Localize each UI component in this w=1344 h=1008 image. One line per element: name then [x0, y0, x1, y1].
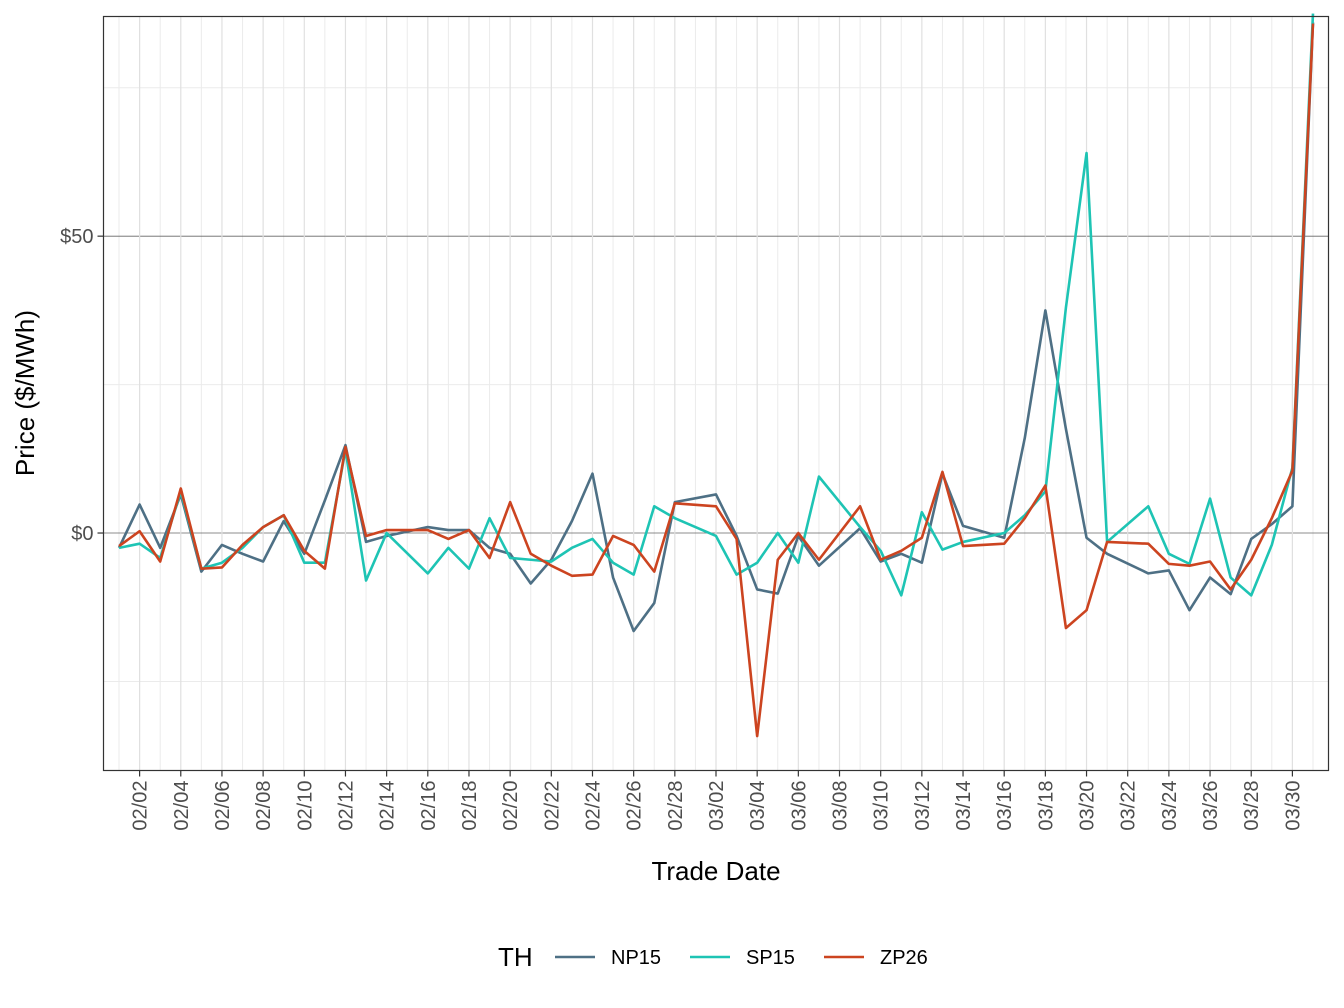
- x-tick-label: 02/18: [459, 781, 481, 831]
- x-tick-label: 03/20: [1077, 781, 1099, 831]
- x-tick-label: 03/06: [788, 781, 810, 831]
- x-tick-label: 03/16: [994, 781, 1016, 831]
- y-axis: $0 $50: [60, 226, 104, 545]
- x-tick-label: 03/04: [747, 781, 769, 831]
- x-tick-label: 02/22: [541, 781, 563, 831]
- x-axis: 02/02 02/04 02/06 02/08 02/10 02/12 02/14 02/16…: [130, 770, 1304, 831]
- series-line-sp15: [118, 13, 1315, 597]
- legend-label-zp26: ZP26: [880, 947, 928, 969]
- x-tick-label: 02/24: [582, 781, 604, 831]
- legend-label-np15: NP15: [611, 947, 661, 969]
- x-tick-label: 02/20: [500, 781, 522, 831]
- x-tick-label: 03/08: [830, 781, 852, 831]
- x-tick-label: 03/22: [1118, 781, 1140, 831]
- y-tick-label: $50: [60, 226, 93, 248]
- x-tick-label: 03/24: [1159, 781, 1181, 831]
- grid-major-x: [139, 16, 1293, 771]
- x-tick-label: 03/30: [1282, 781, 1304, 831]
- x-tick-label: 02/12: [335, 781, 357, 831]
- grid-minor-x: [118, 16, 1314, 771]
- x-tick-label: 02/08: [253, 781, 275, 831]
- x-tick-label: 03/12: [912, 781, 934, 831]
- x-tick-label: 02/26: [624, 781, 646, 831]
- y-axis-title: Price ($/MWh): [10, 310, 40, 476]
- x-tick-label: 03/26: [1200, 781, 1222, 831]
- legend-label-sp15: SP15: [746, 947, 795, 969]
- x-tick-label: 03/28: [1241, 781, 1263, 831]
- x-tick-label: 02/10: [294, 781, 316, 831]
- x-tick-label: 02/04: [171, 781, 193, 831]
- x-tick-label: 03/02: [706, 781, 728, 831]
- x-tick-label: 03/14: [953, 781, 975, 831]
- x-tick-label: 03/10: [871, 781, 893, 831]
- x-tick-label: 02/16: [418, 781, 440, 831]
- x-tick-label: 02/06: [212, 781, 234, 831]
- series-line-np15: [117, 22, 1315, 633]
- x-tick-label: 02/02: [130, 781, 152, 831]
- x-axis-title: Trade Date: [651, 856, 780, 886]
- legend: TH NP15 SP15 ZP26: [498, 942, 928, 972]
- x-tick-label: 02/14: [377, 781, 399, 831]
- y-tick-label: $0: [71, 523, 93, 545]
- series-line-zp26: [118, 23, 1315, 738]
- legend-title: TH: [498, 942, 533, 972]
- x-tick-label: 03/18: [1035, 781, 1057, 831]
- x-tick-label: 02/28: [665, 781, 687, 831]
- series-layer: [117, 13, 1315, 738]
